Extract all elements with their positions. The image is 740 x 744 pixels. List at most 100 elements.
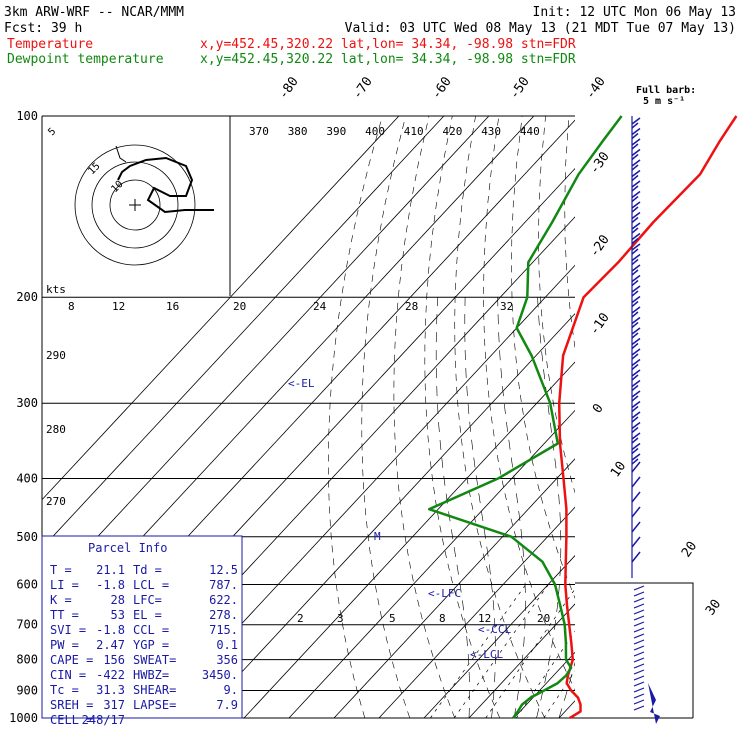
dry-adiabat bbox=[362, 116, 410, 718]
mixing-ratio-label: 3 bbox=[337, 612, 344, 625]
forecast-hour: Fcst: 39 h bbox=[4, 21, 82, 36]
wind-barb bbox=[632, 150, 640, 160]
parcel-value: 317 bbox=[103, 698, 125, 712]
wind-barbs bbox=[632, 116, 660, 724]
parcel-value: 28 bbox=[111, 593, 125, 607]
parcel-label: SVI = bbox=[50, 623, 86, 637]
moist-adiabat bbox=[627, 297, 740, 718]
wind-barb bbox=[634, 658, 644, 662]
parcel-info-title: Parcel Info bbox=[88, 541, 167, 555]
theta-label: 440 bbox=[520, 125, 540, 138]
parcel-label: CAPE = bbox=[50, 653, 93, 667]
wind-barb bbox=[632, 129, 640, 139]
theta-label: 370 bbox=[249, 125, 269, 138]
height-label: 280 bbox=[46, 423, 66, 436]
isotherm-label: -40 bbox=[583, 74, 609, 102]
barb-flag bbox=[632, 202, 640, 208]
wind-barb bbox=[632, 339, 640, 349]
temperature-legend: Temperature bbox=[7, 37, 93, 52]
barb-flag bbox=[632, 454, 640, 460]
pressure-tick-label: 400 bbox=[16, 471, 38, 485]
wind-barb bbox=[632, 318, 640, 328]
barb-flag bbox=[632, 150, 640, 156]
wind-barb bbox=[632, 391, 640, 401]
moist-adiabat bbox=[537, 297, 561, 718]
parcel-label: YGP = bbox=[133, 638, 169, 652]
barb-flag bbox=[632, 276, 640, 282]
barb-flag bbox=[632, 160, 640, 166]
dry-adiabat bbox=[590, 116, 740, 718]
dry-adiabat bbox=[662, 116, 740, 718]
wind-barb bbox=[632, 402, 640, 412]
barb-flag bbox=[632, 307, 640, 313]
parcel-label: CIN = bbox=[50, 668, 86, 682]
wind-barb bbox=[632, 213, 640, 223]
mixing-ratio-lines bbox=[430, 584, 667, 718]
height-label: 270 bbox=[46, 495, 66, 508]
barb-key-title: Full barb: bbox=[636, 85, 696, 96]
parcel-value: 7.9 bbox=[216, 698, 238, 712]
hodograph-ring-label: 10 bbox=[109, 179, 125, 195]
wind-barb bbox=[634, 700, 644, 704]
isotherm-label: -30 bbox=[587, 149, 613, 177]
wind-barb bbox=[632, 412, 640, 422]
hodograph-ring-label: 15 bbox=[86, 161, 102, 177]
model-title: 3km ARW-WRF -- NCAR/MMM bbox=[4, 5, 184, 20]
hodograph-speed-label: 12 bbox=[112, 300, 125, 313]
pressure-tick-label: 700 bbox=[16, 618, 38, 632]
dry-adiabat bbox=[328, 116, 382, 718]
isotherm-label: -50 bbox=[507, 74, 533, 102]
parcel-label: K = bbox=[50, 593, 72, 607]
isotherm-label: -70 bbox=[350, 74, 376, 102]
dewpoint-profile bbox=[429, 116, 621, 718]
barb-flag bbox=[632, 339, 640, 345]
wind-barb bbox=[634, 652, 644, 656]
dewpoint-legend: Dewpoint temperature bbox=[7, 52, 164, 67]
parcel-value: 715. bbox=[209, 623, 238, 637]
hodograph-speed-label: 8 bbox=[68, 300, 75, 313]
barb-flag bbox=[632, 433, 640, 439]
parcel-value: 9. bbox=[224, 683, 238, 697]
wind-barb bbox=[634, 694, 644, 698]
temperature-location: x,y=452.45,320.22 lat,lon= 34.34, -98.98… bbox=[200, 37, 576, 52]
isotherm-line bbox=[289, 116, 740, 718]
level-annotation: <-CCL bbox=[478, 623, 511, 636]
wind-barb bbox=[632, 181, 640, 191]
parcel-label: TT = bbox=[50, 608, 79, 622]
mixing-ratio-label: 20 bbox=[537, 612, 550, 625]
parcel-label: EL = bbox=[133, 608, 162, 622]
parcel-label: LI = bbox=[50, 578, 79, 592]
wind-barb bbox=[632, 381, 640, 391]
level-annotation: <-EL bbox=[288, 377, 315, 390]
isotherm-line bbox=[199, 116, 740, 718]
parcel-label: SWEAT= bbox=[133, 653, 176, 667]
parcel-label: HWBZ= bbox=[133, 668, 169, 682]
pressure-tick-label: 1000 bbox=[9, 711, 38, 725]
temperature-profile bbox=[559, 116, 736, 718]
mixing-ratio-label: 5 bbox=[389, 612, 396, 625]
hodograph-speed-label: 16 bbox=[166, 300, 179, 313]
parcel-value: 53 bbox=[111, 608, 125, 622]
wind-barb bbox=[632, 160, 640, 170]
barb-flag bbox=[632, 181, 640, 187]
level-annotation: M bbox=[374, 530, 381, 543]
wind-barb bbox=[632, 444, 640, 454]
pressure-tick-label: 500 bbox=[16, 530, 38, 544]
wind-barb bbox=[634, 670, 644, 674]
isotherm-line bbox=[604, 116, 740, 718]
theta-label: 420 bbox=[443, 125, 463, 138]
wind-barb bbox=[634, 706, 644, 710]
wind-barb bbox=[632, 171, 640, 181]
wind-barb bbox=[632, 276, 640, 286]
isotherm-label: -10 bbox=[587, 310, 613, 338]
parcel-label: SREH = bbox=[50, 698, 93, 712]
isotherm-line bbox=[649, 116, 740, 718]
parcel-value: 3450. bbox=[202, 668, 238, 682]
moist-adiabat bbox=[604, 297, 721, 718]
barb-flag bbox=[632, 171, 640, 177]
pressure-tick-label: 100 bbox=[16, 109, 38, 123]
